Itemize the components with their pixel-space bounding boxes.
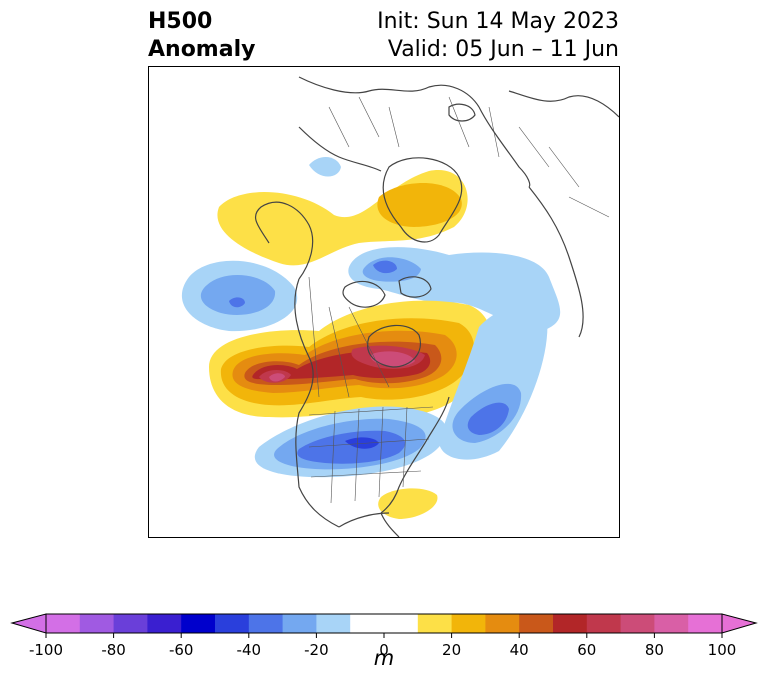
anomaly-negative-us <box>254 406 447 478</box>
colorbar-tick-label: -60 <box>169 641 194 659</box>
colorbar-unit-label: m <box>373 646 395 670</box>
colorbar-segment <box>553 614 588 633</box>
init-date: Init: Sun 14 May 2023 <box>377 9 619 34</box>
colorbar-tick-label: 80 <box>645 641 664 659</box>
colorbar-segment <box>248 614 284 633</box>
map-title: H500 Anomaly <box>148 8 255 64</box>
colorbar-tick-label: 40 <box>510 641 529 659</box>
colorbar-tick-label: -20 <box>304 641 329 659</box>
colorbar-tick-label: 20 <box>442 641 461 659</box>
colorbar-tick-label: 0 <box>379 641 389 659</box>
anomaly-positive-gulf <box>378 488 438 519</box>
anomaly-negative-arctic-small <box>309 156 341 177</box>
colorbar-segment <box>350 614 419 633</box>
colorbar-segment <box>282 614 317 633</box>
map-canvas <box>149 67 619 537</box>
colorbar-overflow-arrow <box>721 613 758 634</box>
valid-range: Valid: 05 Jun – 11 Jun <box>387 37 619 62</box>
colorbar-segment <box>451 614 486 633</box>
colorbar-segment <box>417 614 453 633</box>
colorbar-segment <box>316 614 351 633</box>
colorbar-segment <box>46 614 81 633</box>
colorbar: -100 -80 -60 -40 -20 0 20 40 60 80 100 <box>10 613 758 659</box>
colorbar-tick-label: -40 <box>237 641 262 659</box>
colorbar-underflow-arrow <box>10 613 47 634</box>
colorbar-segment <box>113 614 148 633</box>
colorbar-segment <box>654 614 689 633</box>
colorbar-tick-label: -80 <box>101 641 126 659</box>
colorbar-tick-label: -100 <box>29 641 63 659</box>
anomaly-positive-canada <box>209 300 492 418</box>
colorbar-segment <box>688 614 723 633</box>
colorbar-segment <box>147 614 182 633</box>
colorbar-tick-label: 60 <box>577 641 596 659</box>
anomaly-map <box>148 66 620 538</box>
colorbar-segment <box>215 614 250 633</box>
anomaly-negative-atlantic <box>439 303 548 460</box>
colorbar-segment <box>485 614 520 633</box>
colorbar-segment <box>181 614 216 633</box>
title-line-2: Anomaly <box>148 37 256 62</box>
anomaly-negative-pacific <box>181 260 298 332</box>
colorbar-ticks: -100 -80 -60 -40 -20 0 20 40 60 80 100 <box>29 633 736 659</box>
colorbar-tick-label: 100 <box>708 641 737 659</box>
colorbar-segments <box>46 614 723 633</box>
colorbar-segment <box>79 614 115 633</box>
anomaly-positive-arctic <box>217 170 468 266</box>
state-boundaries <box>308 96 610 504</box>
colorbar-segment <box>620 614 655 633</box>
colorbar-segment <box>519 614 554 633</box>
coastlines <box>255 76 619 537</box>
colorbar-segment <box>586 614 622 633</box>
date-info: Init: Sun 14 May 2023 Valid: 05 Jun – 11… <box>377 8 619 64</box>
title-line-1: H500 <box>148 9 213 34</box>
